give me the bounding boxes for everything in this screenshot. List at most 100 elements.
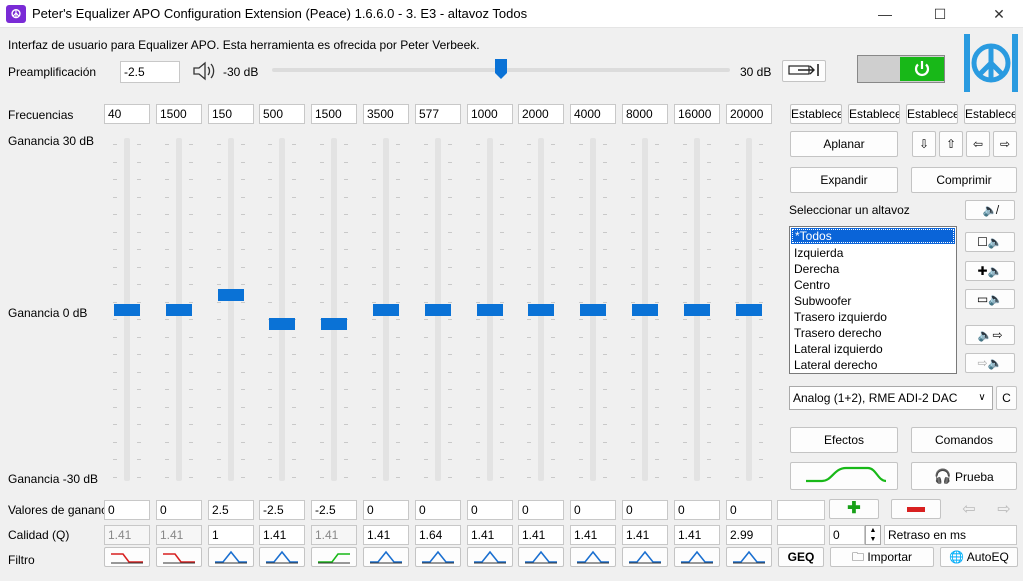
band-gain-slider-handle[interactable]	[684, 304, 710, 316]
band-gain-input[interactable]: 0	[156, 500, 202, 520]
minimize-button[interactable]: —	[878, 6, 892, 22]
band-quality-input[interactable]: 1	[208, 525, 254, 545]
band-gain-slider-track[interactable]	[228, 138, 234, 481]
band-quality-input[interactable]: 1.41	[259, 525, 305, 545]
band-gain-slider-handle[interactable]	[425, 304, 451, 316]
band-quality-input[interactable]: 1.41	[674, 525, 720, 545]
band-quality-input[interactable]: 1.41	[363, 525, 409, 545]
arrow-up-icon[interactable]: ⇧	[939, 131, 963, 157]
arrow-down-icon[interactable]: ⇩	[912, 131, 936, 157]
speaker-center-icon[interactable]: ☐🔈	[965, 232, 1015, 252]
device-c-button[interactable]: C	[996, 386, 1017, 410]
band-filter-peak-icon[interactable]	[467, 547, 513, 567]
band-gain-slider-handle[interactable]	[580, 304, 606, 316]
curve-view-button[interactable]	[790, 462, 898, 490]
commands-button[interactable]: Comandos	[911, 427, 1017, 453]
band-frequency-input[interactable]: 577	[415, 104, 461, 124]
delay-input[interactable]: 0	[829, 525, 865, 545]
band-gain-input[interactable]: 0	[415, 500, 461, 520]
band-quality-input[interactable]: 1.41	[156, 525, 202, 545]
extra-gain-field[interactable]	[777, 500, 825, 520]
band-gain-slider-handle[interactable]	[528, 304, 554, 316]
band-quality-input[interactable]: 2.99	[726, 525, 772, 545]
band-gain-slider-track[interactable]	[279, 138, 285, 481]
speaker-add-icon[interactable]: ✚🔈	[965, 261, 1015, 281]
band-filter-high-shelf-icon[interactable]	[311, 547, 357, 567]
speaker-list[interactable]: *Todos Izquierda Derecha Centro Subwoofer Tra…	[789, 226, 957, 374]
power-toggle[interactable]	[857, 55, 945, 83]
band-filter-low-shelf-icon[interactable]	[156, 547, 202, 567]
band-frequency-input[interactable]: 16000	[674, 104, 720, 124]
band-filter-peak-icon[interactable]	[674, 547, 720, 567]
speaker-copy-icon[interactable]: 🔈⇨	[965, 325, 1015, 345]
speaker-list-item[interactable]: Lateral derecho	[794, 358, 878, 372]
speaker-list-item[interactable]: *Todos	[791, 228, 955, 244]
speaker-list-item[interactable]: Lateral izquierdo	[794, 342, 883, 356]
scroll-right-icon[interactable]: ⇨	[997, 501, 1011, 518]
speaker-list-item[interactable]: Trasero derecho	[794, 326, 882, 340]
chevron-down-icon[interactable]: ∨	[973, 389, 991, 407]
band-gain-slider-handle[interactable]	[736, 304, 762, 316]
band-filter-peak-icon[interactable]	[726, 547, 772, 567]
speaker-list-item[interactable]: Trasero izquierdo	[794, 310, 887, 324]
band-quality-input[interactable]: 1.41	[311, 525, 357, 545]
band-filter-peak-icon[interactable]	[363, 547, 409, 567]
band-gain-input[interactable]: 0	[726, 500, 772, 520]
speaker-list-item[interactable]: Derecha	[794, 262, 840, 276]
speaker-list-item[interactable]: Izquierda	[794, 246, 844, 260]
geq-button[interactable]: GEQ	[778, 547, 824, 567]
preamp-input[interactable]: -2.5	[120, 61, 180, 83]
band-frequency-input[interactable]: 1500	[311, 104, 357, 124]
band-gain-slider-handle[interactable]	[321, 318, 347, 330]
band-gain-slider-handle[interactable]	[114, 304, 140, 316]
compress-button[interactable]: Comprimir	[911, 167, 1017, 193]
band-filter-peak-icon[interactable]	[622, 547, 668, 567]
speaker-remove-icon[interactable]: ▭🔈	[965, 289, 1015, 309]
maximize-button[interactable]: ☐	[933, 6, 947, 22]
band-gain-input[interactable]: 0	[622, 500, 668, 520]
band-filter-peak-icon[interactable]	[570, 547, 616, 567]
band-filter-peak-icon[interactable]	[518, 547, 564, 567]
scroll-left-icon[interactable]: ⇦	[962, 501, 976, 518]
band-frequency-input[interactable]: 2000	[518, 104, 564, 124]
band-quality-input[interactable]: 1.41	[518, 525, 564, 545]
device-select[interactable]: Analog (1+2), RME ADI-2 DAC	[789, 386, 993, 410]
band-frequency-input[interactable]: 8000	[622, 104, 668, 124]
band-gain-input[interactable]: 0	[570, 500, 616, 520]
band-gain-slider-handle[interactable]	[166, 304, 192, 316]
remove-band-button[interactable]	[891, 499, 941, 519]
band-gain-slider-handle[interactable]	[218, 289, 244, 301]
band-filter-peak-icon[interactable]	[208, 547, 254, 567]
preset-button-1[interactable]: Establecer	[790, 104, 842, 124]
band-gain-input[interactable]: 0	[104, 500, 150, 520]
band-gain-input[interactable]: -2.5	[311, 500, 357, 520]
speaker-mute-icon[interactable]: 🔈̸	[965, 200, 1015, 220]
expand-button[interactable]: Expandir	[790, 167, 898, 193]
band-frequency-input[interactable]: 40	[104, 104, 150, 124]
band-gain-slider-handle[interactable]	[632, 304, 658, 316]
band-quality-input[interactable]: 1.41	[622, 525, 668, 545]
preset-button-2[interactable]: Establecer	[848, 104, 900, 124]
band-gain-slider-handle[interactable]	[477, 304, 503, 316]
preamp-slider-thumb[interactable]	[494, 58, 508, 80]
band-frequency-input[interactable]: 1500	[156, 104, 202, 124]
band-gain-input[interactable]: -2.5	[259, 500, 305, 520]
arrow-left-icon[interactable]: ⇦	[966, 131, 990, 157]
preset-button-3[interactable]: Establecer	[906, 104, 958, 124]
band-frequency-input[interactable]: 150	[208, 104, 254, 124]
speaker-paste-icon[interactable]: ⇨🔈	[965, 353, 1015, 373]
band-filter-peak-icon[interactable]	[259, 547, 305, 567]
autoeq-button[interactable]: 🌐 AutoEQ	[940, 547, 1018, 567]
effects-button[interactable]: Efectos	[790, 427, 898, 453]
band-gain-input[interactable]: 2.5	[208, 500, 254, 520]
band-gain-slider-track[interactable]	[331, 138, 337, 481]
band-filter-low-shelf-icon[interactable]	[104, 547, 150, 567]
band-frequency-input[interactable]: 1000	[467, 104, 513, 124]
band-frequency-input[interactable]: 500	[259, 104, 305, 124]
flatten-button[interactable]: Aplanar	[790, 131, 898, 157]
band-frequency-input[interactable]: 3500	[363, 104, 409, 124]
export-config-button[interactable]	[782, 60, 826, 82]
delay-spinner[interactable]: ▲ ▼	[865, 525, 881, 545]
add-band-button[interactable]: ✚	[829, 499, 879, 519]
import-button[interactable]: 🗀 Importar	[830, 547, 934, 567]
